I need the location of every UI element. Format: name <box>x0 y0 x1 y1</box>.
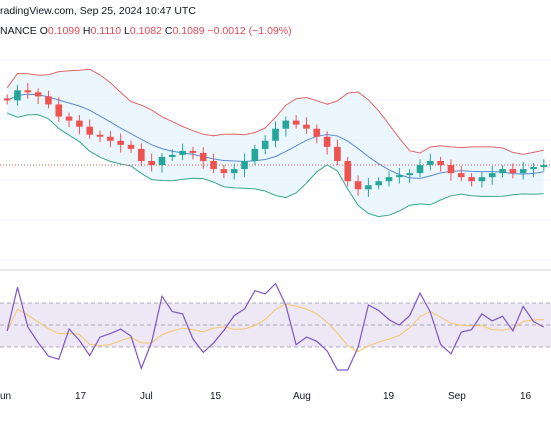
candle-body <box>468 177 475 182</box>
candle-body <box>406 173 413 176</box>
candle-body <box>14 90 21 101</box>
x-tick-label: Jul <box>140 391 153 402</box>
candle-body <box>519 169 527 174</box>
candle-body <box>107 136 114 141</box>
change-value: −0.0012 (−1.09%) <box>207 25 292 37</box>
candle-body <box>55 104 63 117</box>
rsi-moving-average <box>6 303 544 353</box>
candle-body <box>437 161 444 166</box>
candle-body <box>478 177 486 182</box>
bollinger-lower <box>7 112 544 218</box>
candle-body <box>261 140 269 149</box>
candle-body <box>427 161 434 166</box>
high-value: 0.1110 <box>90 25 122 37</box>
candles <box>3 83 548 197</box>
x-tick-label: un <box>0 391 12 402</box>
candle-body <box>65 116 73 121</box>
x-tick-label: 15 <box>210 391 222 402</box>
candle-body <box>303 124 310 129</box>
candle-body <box>292 120 300 125</box>
candle-body <box>396 175 403 178</box>
candle-body <box>282 120 290 129</box>
ohlc-legend: NANCE O0.1099 H0.1110 L0.1082 C0.1089 −0… <box>0 25 292 37</box>
x-tick-label: Aug <box>293 391 311 402</box>
candle-body <box>45 96 52 105</box>
candle-body <box>24 90 32 93</box>
candle-body <box>127 144 135 149</box>
candle-body <box>416 165 424 174</box>
candle-body <box>117 140 124 145</box>
candle-body <box>375 181 383 186</box>
open-value: 0.1099 <box>47 25 80 37</box>
candle-body <box>509 169 517 174</box>
candle-body <box>344 161 352 182</box>
candle-body <box>3 98 11 101</box>
candle-body <box>168 154 176 157</box>
candle-body <box>220 169 228 174</box>
candle-body <box>488 173 496 178</box>
candle-body <box>241 161 248 170</box>
candle-body <box>189 150 197 153</box>
chart-title: radingView.com, Sep 25, 2024 10:47 UTC <box>0 5 196 17</box>
candle-body <box>34 92 42 97</box>
candle-body <box>385 177 393 182</box>
low-value: 0.1082 <box>129 25 162 37</box>
x-tick-label: Sep <box>448 391 466 402</box>
candle-body <box>354 181 362 190</box>
bollinger-upper <box>6 68 544 155</box>
candle-body <box>251 148 259 161</box>
candle-body <box>148 161 155 166</box>
candle-body <box>210 161 217 170</box>
candle-body <box>457 173 465 178</box>
candle-body <box>540 165 548 168</box>
candle-body <box>499 169 506 174</box>
symbol-fragment: NANCE <box>0 25 37 37</box>
candle-body <box>323 136 331 147</box>
chart-header: radingView.com, Sep 25, 2024 10:47 UTC N… <box>0 0 551 44</box>
candle-body <box>365 185 372 190</box>
candle-body <box>76 120 83 127</box>
x-tick-label: 17 <box>75 391 87 402</box>
candle-body <box>96 134 104 137</box>
candle-body <box>199 152 207 161</box>
bollinger-basis <box>6 93 544 179</box>
candle-body <box>530 167 537 170</box>
x-tick-label: 16 <box>520 391 532 402</box>
candle-body <box>138 148 145 161</box>
candle-body <box>272 128 279 141</box>
candle-body <box>86 126 94 135</box>
close-value: 0.1089 <box>172 25 205 37</box>
candle-body <box>230 169 238 174</box>
candle-body <box>334 146 341 161</box>
candle-body <box>179 150 186 155</box>
x-tick-label: 19 <box>383 391 395 402</box>
candle-body <box>447 165 455 174</box>
candle-body <box>158 156 166 166</box>
rsi-line <box>6 282 545 371</box>
candle-body <box>313 128 321 137</box>
